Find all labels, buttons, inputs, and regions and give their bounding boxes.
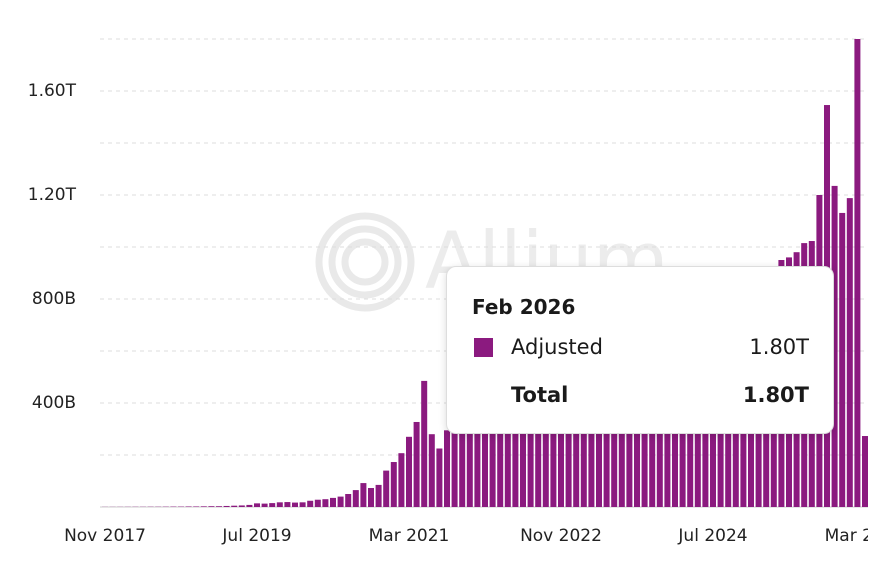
bar: [223, 505, 230, 507]
x-tick-label: Jul 2024: [677, 526, 747, 546]
bar: [535, 426, 542, 507]
tooltip-swatch: [474, 338, 493, 357]
bar: [398, 453, 405, 507]
bar: [839, 212, 846, 507]
bar: [596, 413, 602, 507]
bar: [565, 429, 572, 507]
tooltip: Feb 2026 Adjusted 1.80T Total 1.80T: [446, 266, 834, 434]
bar: [558, 423, 564, 507]
bar: [406, 436, 412, 507]
bar: [573, 426, 580, 507]
bar: [649, 408, 656, 507]
bar: [375, 484, 382, 507]
watermark-ring: [341, 238, 389, 286]
bar: [436, 448, 443, 507]
bar: [687, 369, 694, 507]
tooltip-title: Feb 2026: [472, 295, 576, 319]
y-tick-label: 400B: [32, 393, 76, 413]
bar: [679, 377, 686, 507]
bar: [694, 361, 701, 507]
bar: [482, 408, 488, 507]
bar: [520, 429, 526, 507]
bar: [504, 418, 511, 507]
bar: [330, 497, 336, 507]
bar: [307, 500, 314, 507]
bar: [497, 413, 504, 507]
x-tick-label: Mar 2021: [369, 526, 450, 546]
bar: [352, 490, 359, 507]
bar: [451, 426, 458, 507]
bar: [413, 421, 420, 507]
bar: [611, 423, 618, 507]
bar: [580, 421, 587, 507]
bar: [216, 506, 222, 507]
bar: [831, 185, 838, 507]
watermark: [315, 212, 415, 312]
tooltip-value: 1.80T: [749, 335, 809, 359]
bar: [489, 403, 496, 507]
bar: [466, 421, 473, 507]
bar: [421, 380, 428, 507]
bar: [337, 496, 344, 507]
bar: [641, 413, 648, 507]
watermark-ring: [328, 225, 402, 299]
bar: [603, 418, 610, 507]
bar: [444, 430, 450, 507]
bar: [618, 429, 625, 507]
bar: [626, 426, 633, 507]
bar: [474, 416, 481, 507]
bar: [238, 505, 245, 507]
bar: [284, 502, 291, 507]
bar: [634, 421, 640, 507]
bar: [846, 198, 853, 507]
bar: [459, 431, 466, 507]
bar: [550, 418, 557, 507]
bar: [345, 494, 352, 507]
bar: [322, 499, 329, 507]
x-tick-label: Nov 2022: [520, 526, 602, 546]
bar: [854, 39, 861, 507]
bar: [527, 431, 534, 507]
bar: [276, 502, 283, 507]
bar: [368, 488, 374, 507]
y-tick-label: 1.20T: [28, 185, 77, 205]
bar: [664, 395, 671, 507]
bar: [208, 506, 215, 507]
bar: [246, 504, 253, 507]
bar: [200, 506, 207, 507]
bar: [672, 387, 678, 507]
bar: [193, 506, 200, 507]
y-tick-label: 800B: [32, 289, 76, 309]
x-tick-label: Nov 2017: [64, 526, 146, 546]
x-tick-label: Mar 2026: [825, 526, 868, 546]
bar: [656, 403, 663, 507]
bar: [862, 436, 868, 507]
tooltip-total-value: 1.80T: [742, 383, 809, 407]
bar: [390, 462, 397, 507]
tooltip-series-name: Adjusted: [511, 335, 603, 359]
bar: [428, 434, 435, 507]
watermark-ring: [315, 212, 415, 312]
bar: [299, 502, 306, 507]
bar: [261, 503, 268, 507]
bar: [269, 503, 276, 507]
tooltip-total-label: Total: [511, 383, 569, 407]
bar: [292, 502, 298, 507]
bar: [314, 499, 321, 507]
x-tick-label: Jul 2019: [221, 526, 291, 546]
bar: [185, 506, 192, 507]
bar: [588, 416, 595, 507]
bar: [360, 483, 367, 507]
y-tick-label: 1.60T: [28, 81, 77, 101]
bar: [542, 421, 549, 507]
bar: [254, 503, 260, 507]
bar: [383, 470, 390, 507]
bar: [231, 505, 238, 507]
bar: [512, 421, 519, 507]
